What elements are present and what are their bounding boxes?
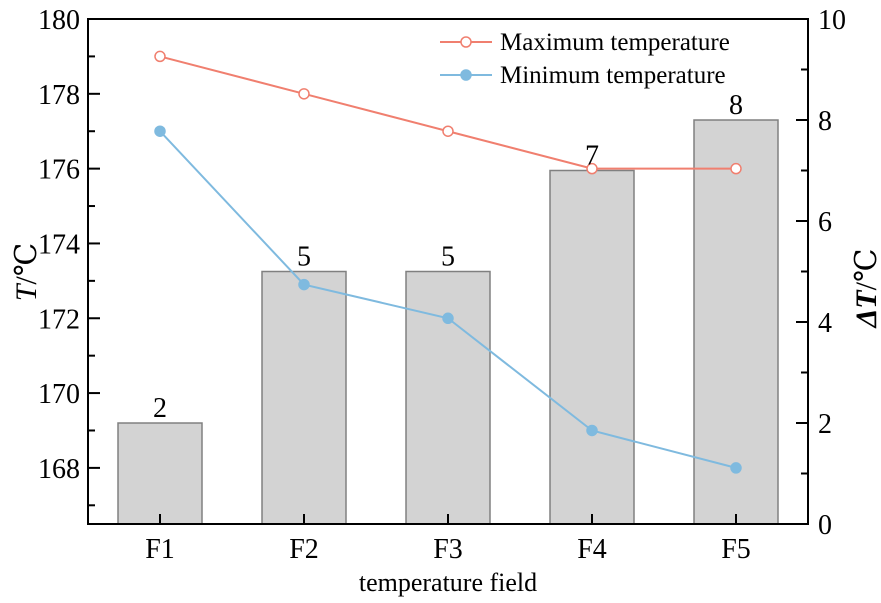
y-left-tick-label: 168 (38, 454, 80, 485)
series-0-point-F2 (298, 88, 310, 100)
y-left-axis-unit: /℃ (10, 243, 43, 285)
y-left-tick-label: 180 (38, 5, 80, 36)
y-left-tick-label: 178 (38, 80, 80, 111)
legend-label-minimum: Minimum temperature (500, 62, 726, 89)
series-1-point-F4 (586, 424, 598, 437)
x-tick-label-F1: F1 (145, 534, 175, 565)
bars-layer (117, 119, 779, 525)
y-left-tick-label: 176 (38, 155, 80, 186)
x-tick-label-F5: F5 (721, 534, 751, 565)
bar-value-label-F2: 5 (297, 242, 311, 273)
y-right-axis-unit: /℃ (850, 248, 881, 290)
bar-F4 (549, 169, 635, 525)
axes-layer (87, 18, 809, 525)
bar-value-label-F4: 7 (585, 141, 599, 172)
bar-F1 (117, 422, 203, 525)
y-right-axis-symbol: ΔT (850, 289, 881, 329)
bar-F5 (693, 119, 779, 525)
bar-value-label-F5: 8 (729, 90, 743, 121)
x-tick-label-F4: F4 (577, 534, 607, 565)
legend-marker-maximum (460, 36, 472, 48)
y-right-tick-label: 8 (818, 106, 832, 137)
legend-label-maximum: Maximum temperature (500, 29, 730, 56)
bar-F2 (261, 270, 347, 525)
y-left-tick-label: 170 (38, 379, 80, 410)
legend-item-minimum: Minimum temperature (440, 62, 726, 89)
x-axis-title: temperature field (359, 568, 537, 597)
y-right-axis-title: ΔT/℃ (850, 248, 881, 328)
x-tick-label-F2: F2 (289, 534, 319, 565)
series-0-point-F1 (154, 50, 166, 63)
series-1-point-F1 (154, 125, 166, 137)
y-right-tick-label: 4 (818, 308, 832, 339)
y-right-tick-label: 2 (818, 409, 832, 440)
x-tick-label-F3: F3 (433, 534, 463, 565)
y-left-tick-label: 172 (38, 304, 80, 335)
bar-F3 (405, 270, 491, 525)
y-right-tick-label: 0 (818, 510, 832, 541)
series-1-point-F5 (730, 462, 742, 474)
y-right-tick-label: 6 (818, 207, 832, 238)
labels-layer: 2 5 5 7 8 168 170 172 174 176 178 180 0 2 4 6 8 10 F1 F2 F3 F… (38, 5, 846, 565)
series-0-point-F3 (442, 125, 454, 137)
series-0-point-F4 (586, 162, 598, 175)
bar-value-label-F1: 2 (153, 393, 167, 424)
series-1-point-F2 (298, 278, 310, 291)
y-left-tick-label: 174 (38, 229, 80, 260)
legend-item-maximum: Maximum temperature (440, 29, 730, 56)
legend-marker-minimum (460, 69, 472, 81)
lines-layer (154, 50, 742, 474)
series-1-point-F3 (442, 312, 454, 325)
y-left-axis-title: T/℃ (10, 243, 43, 302)
series-0-point-F5 (730, 162, 742, 175)
y-left-axis-symbol: T (10, 282, 43, 301)
legend: Maximum temperature Minimum temperature (440, 29, 730, 89)
bar-value-label-F3: 5 (441, 242, 455, 273)
y-right-tick-label: 10 (818, 5, 846, 36)
